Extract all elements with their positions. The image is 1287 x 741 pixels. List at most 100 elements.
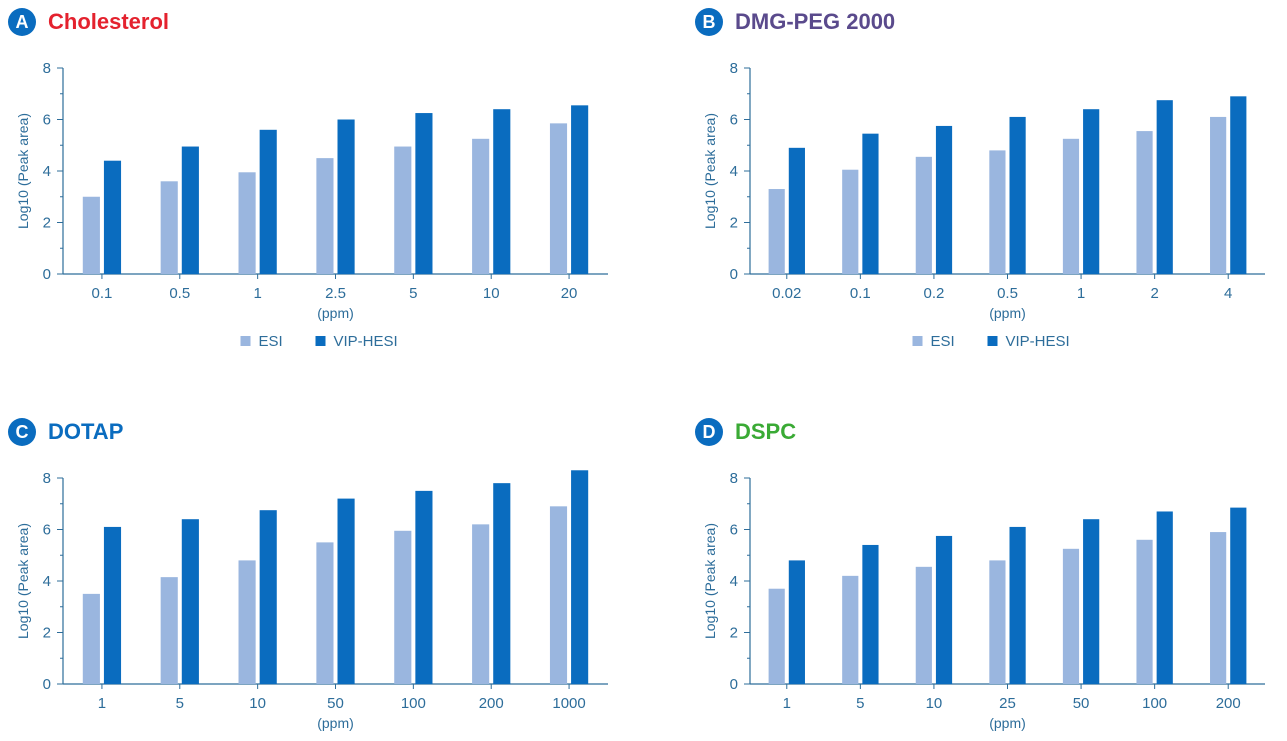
bar-chart: 0 2 4 6 8 Log10 (Peak area) 1 5 10 50 100 200 1000 (p… <box>15 470 608 731</box>
x-tick-label: 10 <box>926 695 943 712</box>
x-tick-label: 2.5 <box>325 285 346 302</box>
x-tick-label: 0.2 <box>923 285 944 302</box>
y-tick-label: 0 <box>730 266 738 283</box>
y-tick-label: 6 <box>730 522 738 539</box>
y-tick-label: 2 <box>730 215 738 232</box>
x-tick-label: 2 <box>1150 285 1158 302</box>
bar-esi <box>549 123 568 274</box>
x-tick-label: 200 <box>479 695 504 712</box>
y-tick-label: 8 <box>43 60 51 77</box>
bar-esi <box>316 158 334 274</box>
y-tick-label: 4 <box>730 573 738 590</box>
bar-vip-hesi <box>1156 511 1173 684</box>
x-tick-label: 5 <box>409 285 417 302</box>
bar-chart: 0 2 4 6 8 Log10 (Peak area) 0.1 0.5 1 2.5 5 10 20 (pp… <box>15 60 608 350</box>
panel-header: B DMG-PEG 2000 <box>695 6 895 38</box>
bar-esi <box>768 189 785 274</box>
x-tick-label: 10 <box>483 285 500 302</box>
bar-esi <box>989 560 1006 684</box>
x-tick-label: 1 <box>783 695 791 712</box>
bar-esi <box>160 577 178 684</box>
x-tick-label: 4 <box>1224 285 1232 302</box>
bar-vip-hesi <box>103 526 122 684</box>
panel-letter-badge: C <box>8 418 36 446</box>
bar-vip-hesi <box>1083 109 1100 274</box>
panel-letter-badge: D <box>695 418 723 446</box>
x-tick-label: 5 <box>176 695 184 712</box>
bar-vip-hesi <box>571 105 589 275</box>
bar-esi <box>1210 116 1227 274</box>
y-tick-label: 6 <box>43 112 51 129</box>
bar-esi <box>394 146 412 274</box>
panel-a: A Cholesterol 0 2 4 6 8 Log10 (Peak area) 0.1 0… <box>8 6 628 366</box>
chart-title: DOTAP <box>48 419 124 444</box>
legend-label-esi: ESI <box>259 333 283 350</box>
y-tick-label: 4 <box>43 573 51 590</box>
x-tick-label: 25 <box>999 695 1016 712</box>
bar-esi <box>1136 539 1153 684</box>
legend-swatch-vip-hesi <box>315 336 326 346</box>
bar-esi <box>915 566 932 684</box>
bar-vip-hesi <box>415 490 433 684</box>
bar-vip-hesi <box>493 109 511 274</box>
x-tick-label: 20 <box>561 285 578 302</box>
bar-vip-hesi <box>259 129 277 274</box>
y-axis-label: Log10 (Peak area) <box>702 113 718 229</box>
x-tick-label: 0.5 <box>169 285 190 302</box>
bar-vip-hesi <box>181 146 199 274</box>
bar-vip-hesi <box>1083 519 1100 684</box>
bar-vip-hesi <box>788 560 805 684</box>
y-tick-label: 6 <box>43 522 51 539</box>
bar-vip-hesi <box>788 147 805 274</box>
x-tick-label: 0.02 <box>772 285 801 302</box>
x-tick-label: 100 <box>401 695 426 712</box>
y-tick-label: 2 <box>43 215 51 232</box>
bar-vip-hesi <box>415 113 433 274</box>
y-tick-label: 2 <box>730 625 738 642</box>
bar-esi <box>316 542 334 684</box>
bar-esi <box>768 588 785 684</box>
x-tick-label: 1 <box>253 285 261 302</box>
bar-vip-hesi <box>1156 100 1173 274</box>
legend-swatch-vip-hesi <box>987 336 998 346</box>
bar-vip-hesi <box>935 535 953 684</box>
x-axis-label: (ppm) <box>317 715 354 731</box>
bar-esi <box>82 196 100 274</box>
bar-esi <box>1062 548 1080 684</box>
x-tick-label: 200 <box>1216 695 1241 712</box>
legend-label-vip-hesi: VIP-HESI <box>334 333 398 350</box>
bar-esi <box>238 172 256 274</box>
y-tick-label: 8 <box>730 470 738 487</box>
bar-esi <box>915 156 932 274</box>
x-tick-label: 0.5 <box>997 285 1018 302</box>
bar-vip-hesi <box>103 160 122 274</box>
y-tick-label: 4 <box>730 163 738 180</box>
legend-label-esi: ESI <box>931 333 955 350</box>
panel-letter-badge: A <box>8 8 36 36</box>
y-axis-label: Log10 (Peak area) <box>702 523 718 639</box>
bar-esi <box>394 530 412 684</box>
bar-esi <box>472 138 490 274</box>
bar-vip-hesi <box>181 519 199 684</box>
x-tick-label: 5 <box>856 695 864 712</box>
y-tick-label: 0 <box>43 676 51 693</box>
bar-vip-hesi <box>862 133 879 274</box>
x-tick-label: 1 <box>98 695 106 712</box>
bar-esi <box>238 560 256 684</box>
bar-esi <box>1136 131 1153 274</box>
bar-chart: 0 2 4 6 8 Log10 (Peak area) 1 5 10 25 50 100 200 (ppm… <box>702 470 1265 731</box>
bar-vip-hesi <box>1009 526 1026 684</box>
y-tick-label: 8 <box>730 60 738 77</box>
panel-d: D DSPC 0 2 4 6 8 Log10 (Peak area) 1 5 10 25 50 100… <box>695 416 1285 738</box>
x-axis-label: (ppm) <box>989 715 1026 731</box>
x-tick-label: 0.1 <box>850 285 871 302</box>
bar-vip-hesi <box>1230 507 1247 684</box>
bar-vip-hesi <box>1009 116 1026 274</box>
panel-header: A Cholesterol <box>8 6 169 38</box>
bar-esi <box>1210 532 1227 684</box>
y-tick-label: 0 <box>730 676 738 693</box>
bar-esi <box>842 169 859 274</box>
bar-vip-hesi <box>337 498 355 684</box>
chart-title: DSPC <box>735 419 797 444</box>
x-tick-label: 100 <box>1142 695 1167 712</box>
